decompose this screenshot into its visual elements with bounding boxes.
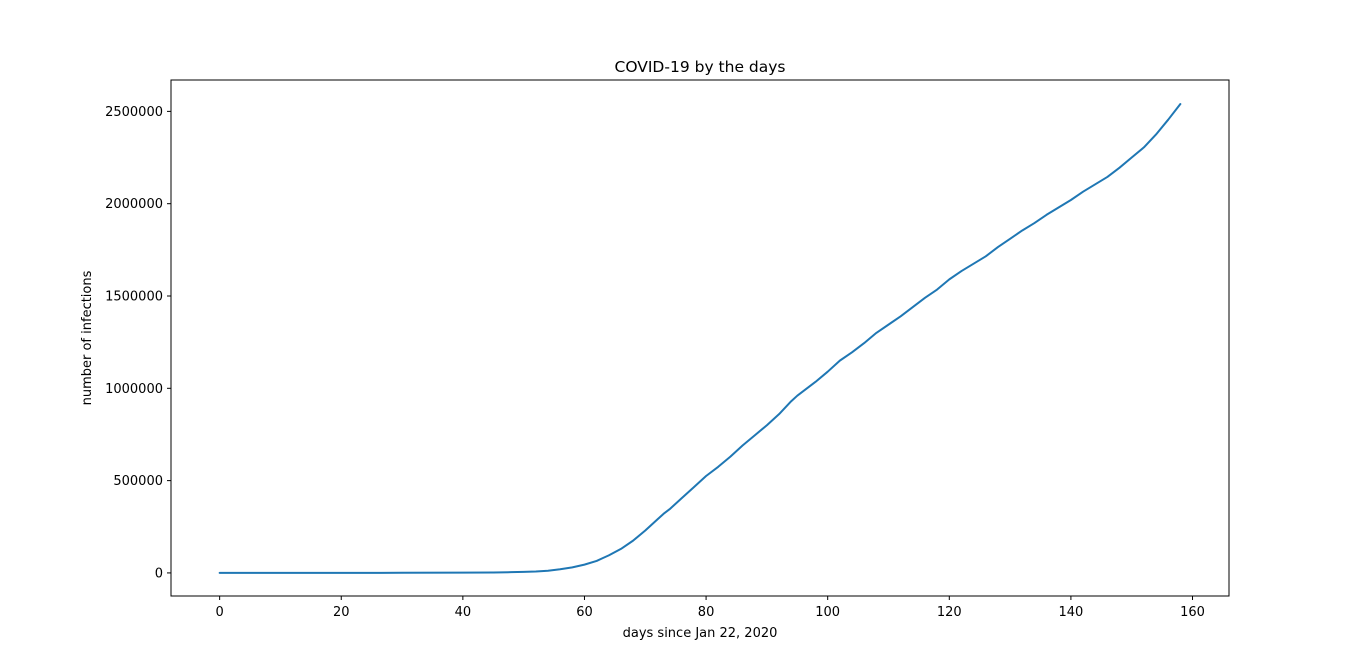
x-tick-label: 60: [576, 605, 593, 620]
y-tick-label: 1500000: [105, 290, 163, 305]
x-tick-label: 40: [455, 605, 472, 620]
chart-title: COVID-19 by the days: [615, 58, 786, 76]
y-tick-label: 500000: [113, 474, 163, 489]
plot-area: [171, 80, 1229, 596]
y-tick-label: 2500000: [105, 105, 163, 120]
y-axis-ticks: 0 500000 1000000 1500000 2000000 2500000: [105, 105, 171, 581]
x-tick-label: 20: [333, 605, 350, 620]
y-tick-label: 2000000: [105, 197, 163, 212]
plot-frame: [170, 79, 1230, 597]
x-axis-title: days since Jan 22, 2020: [623, 626, 778, 641]
y-tick-label: 0: [155, 566, 163, 581]
x-axis-ticks: 0 20 40 60 80 100 120 140 160: [216, 596, 1205, 620]
x-tick-label: 120: [937, 605, 962, 620]
x-tick-label: 0: [216, 605, 224, 620]
y-tick-label: 1000000: [105, 382, 163, 397]
series-line: [218, 103, 1182, 574]
x-tick-label: 80: [698, 605, 715, 620]
series-lines: [218, 103, 1182, 574]
x-tick-label: 140: [1058, 605, 1083, 620]
x-tick-label: 160: [1180, 605, 1205, 620]
x-tick-label: 100: [815, 605, 840, 620]
y-axis-title: number of infections: [80, 270, 95, 405]
